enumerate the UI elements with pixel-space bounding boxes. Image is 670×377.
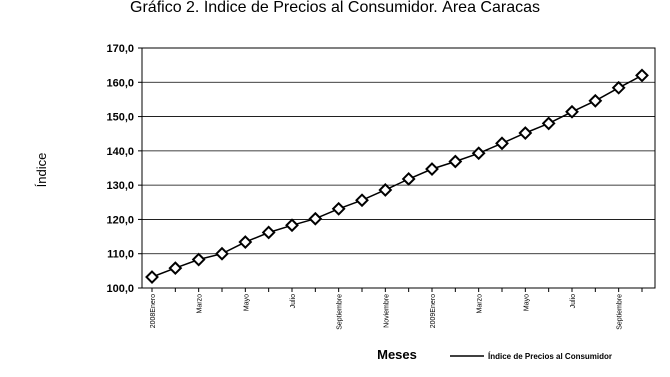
y-axis-label: Índice	[34, 153, 49, 188]
y-tick-label: 120,0	[106, 214, 134, 226]
x-tick-label: Mayo	[523, 294, 530, 311]
y-tick-label: 110,0	[107, 249, 134, 261]
data-point-marker	[565, 104, 579, 119]
x-tick-label: Marzo	[197, 294, 204, 314]
x-tick-label: 2009Enero	[430, 294, 437, 328]
data-point-marker	[611, 80, 626, 95]
x-tick-label: Julio	[570, 294, 577, 309]
legend-label: Índice de Precios al Consumidor	[488, 352, 612, 361]
data-point-marker	[448, 154, 463, 169]
y-tick-label: 140,0	[106, 146, 134, 158]
x-tick-label: Mayo	[243, 294, 250, 311]
data-point-marker	[168, 261, 183, 276]
data-point-marker	[518, 126, 533, 140]
x-tick-label: Noviembre	[383, 294, 390, 328]
data-point-marker	[145, 270, 159, 284]
x-axis-label: Meses	[377, 347, 417, 362]
data-point-marker	[285, 218, 299, 233]
legend: Índice de Precios al Consumidor	[450, 352, 612, 361]
x-tick-label: Julio	[290, 294, 297, 309]
y-tick-label: 150,0	[106, 112, 134, 124]
data-point-marker	[588, 93, 603, 108]
data-point-marker	[215, 246, 229, 261]
data-point-marker	[541, 116, 556, 131]
chart-title: Gráfico 2. Índice de Precios al Consumid…	[130, 0, 540, 16]
data-point-marker	[378, 183, 393, 197]
data-point-marker	[495, 136, 509, 151]
series-line	[151, 74, 643, 278]
data-point-marker	[471, 146, 486, 161]
x-tick-label: Septiembre	[337, 294, 344, 330]
data-point-marker	[331, 201, 346, 216]
data-point-marker	[635, 68, 649, 83]
y-tick-label: 100,0	[106, 283, 134, 295]
y-tick-label: 130,0	[106, 180, 134, 192]
data-point-marker	[401, 172, 416, 186]
data-point-marker	[425, 162, 439, 176]
series-layer	[145, 68, 649, 284]
data-point-marker	[238, 235, 253, 249]
x-tick-label: 2008Enero	[150, 294, 157, 328]
data-point-marker	[261, 225, 276, 240]
y-tick-label: 160,0	[106, 77, 134, 89]
axes: 100,0 110,0 120,0 130,0 140,0 150,0 160,0 170,0…	[106, 43, 656, 330]
data-point-marker	[355, 193, 369, 208]
x-tick-label: Septiembre	[617, 294, 624, 330]
grid-lines	[142, 81, 655, 255]
y-tick-label: 170,0	[106, 43, 134, 55]
data-point-marker	[308, 211, 323, 226]
plot-area-frame	[141, 47, 656, 289]
data-point-marker	[191, 252, 206, 267]
x-tick-label: Marzo	[477, 294, 484, 314]
